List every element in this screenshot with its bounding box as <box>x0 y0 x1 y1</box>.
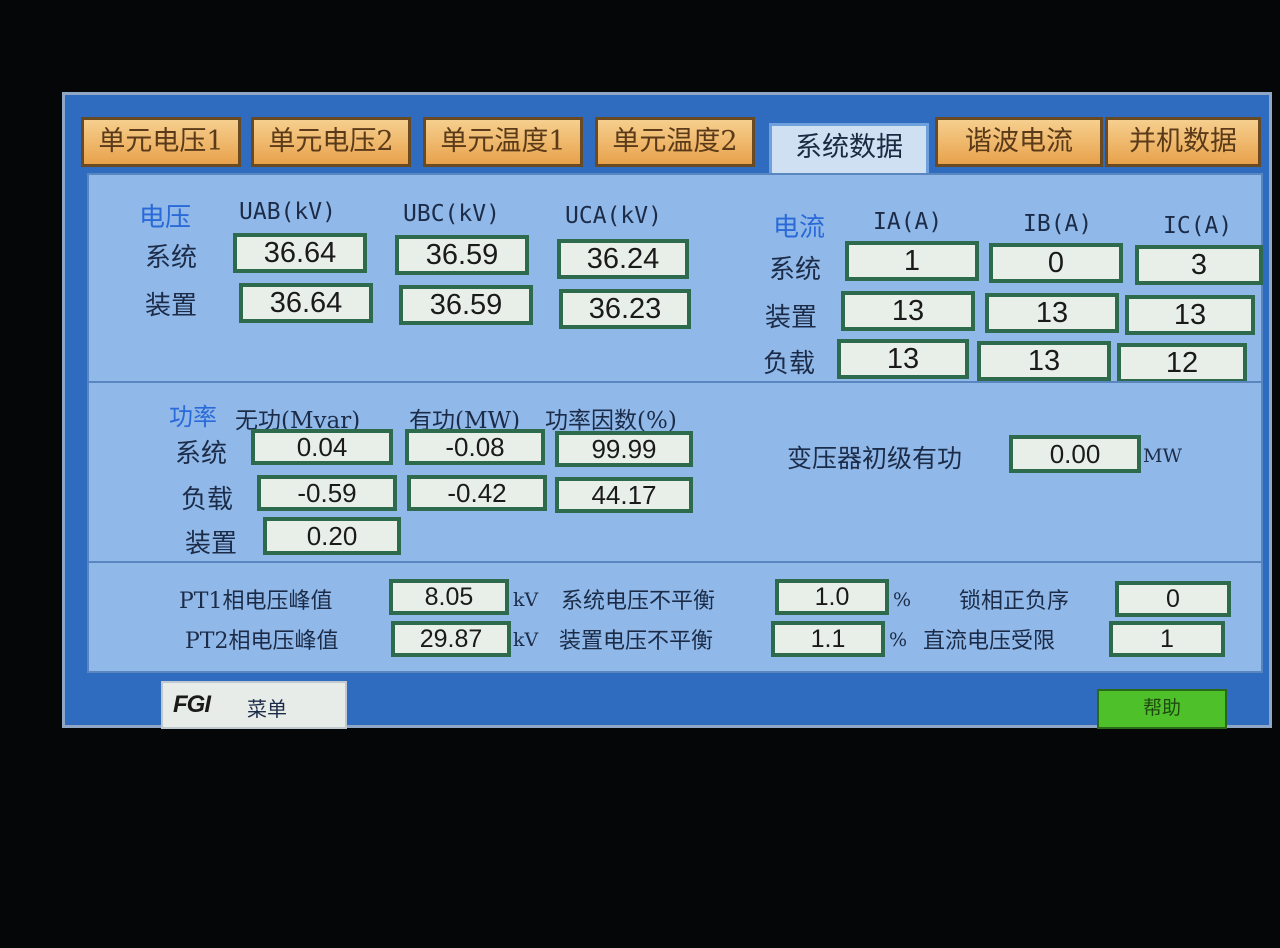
tab-parallel-data[interactable]: 并机数据 <box>1105 117 1261 167</box>
value-active-system: -0.08 <box>405 429 545 465</box>
value-ib-load: 13 <box>977 341 1111 381</box>
dev-unbalance-label: 装置电压不平衡 <box>559 629 714 654</box>
value-pt1: 8.05 <box>389 579 509 615</box>
menu-label: 菜单 <box>247 697 287 721</box>
value-ia-device: 13 <box>841 291 975 331</box>
row-label: 系统 <box>175 439 228 469</box>
value-pf-load: 44.17 <box>555 477 693 513</box>
row-label: 系统 <box>769 255 822 285</box>
value-ic-device: 13 <box>1125 295 1255 335</box>
row-label: 系统 <box>145 243 198 273</box>
voltage-title: 电压 <box>139 203 192 233</box>
system-data-panel: 电压 UAB(kV) UBC(kV) UCA(kV) 系统 装置 36.64 3… <box>87 173 1263 673</box>
unit-label: % <box>893 589 912 611</box>
value-uab-system: 36.64 <box>233 233 367 273</box>
unit-label: kV <box>513 629 539 651</box>
row-label: 负载 <box>763 349 816 379</box>
value-reactive-system: 0.04 <box>251 429 393 465</box>
value-ic-system: 3 <box>1135 245 1263 285</box>
header-uab: UAB(kV) <box>239 199 336 225</box>
value-ubc-system: 36.59 <box>395 235 529 275</box>
value-reactive-device: 0.20 <box>263 517 401 555</box>
phase-lock-label: 锁相正负序 <box>959 589 1070 614</box>
value-uab-device: 36.64 <box>239 283 373 323</box>
value-transformer-active: 0.00 <box>1009 435 1141 473</box>
value-reactive-load: -0.59 <box>257 475 397 511</box>
value-uca-device: 36.23 <box>559 289 691 329</box>
header-ib: IB(A) <box>1023 211 1093 237</box>
pt1-label: PT1相电压峰值 <box>179 589 333 614</box>
value-pf-system: 99.99 <box>555 431 693 467</box>
divider <box>89 381 1261 383</box>
header-pf: 功率因数(%) <box>545 408 677 434</box>
header-uca: UCA(kV) <box>565 203 662 229</box>
value-phase-lock: 0 <box>1115 581 1231 617</box>
tab-unit-voltage-2[interactable]: 单元电压2 <box>251 117 411 167</box>
value-ib-system: 0 <box>989 243 1123 283</box>
value-ic-load: 12 <box>1117 343 1247 383</box>
divider <box>89 561 1261 563</box>
menu-button[interactable]: FGI 菜单 <box>161 681 347 729</box>
header-ubc: UBC(kV) <box>403 201 500 227</box>
row-label: 装置 <box>145 291 198 321</box>
value-ia-system: 1 <box>845 241 979 281</box>
help-button[interactable]: 帮助 <box>1097 689 1227 729</box>
header-ic: IC(A) <box>1163 213 1233 239</box>
value-dev-unbalance: 1.1 <box>771 621 885 657</box>
row-label: 装置 <box>765 303 818 333</box>
hmi-screen: 单元电压1 单元电压2 单元温度1 单元温度2 系统数据 谐波电流 并机数据 电… <box>62 92 1272 729</box>
value-sys-unbalance: 1.0 <box>775 579 889 615</box>
value-ubc-device: 36.59 <box>399 285 533 325</box>
row-label: 负载 <box>181 485 234 515</box>
value-uca-system: 36.24 <box>557 239 689 279</box>
unit-label: kV <box>513 589 539 611</box>
sys-unbalance-label: 系统电压不平衡 <box>561 589 716 614</box>
header-ia: IA(A) <box>873 209 943 235</box>
value-ib-device: 13 <box>985 293 1119 333</box>
tab-unit-temp-1[interactable]: 单元温度1 <box>423 117 583 167</box>
row-label: 装置 <box>185 529 238 559</box>
value-dc-limit: 1 <box>1109 621 1225 657</box>
current-title: 电流 <box>773 213 826 243</box>
tab-unit-temp-2[interactable]: 单元温度2 <box>595 117 755 167</box>
fgi-logo: FGI <box>173 691 211 718</box>
value-pt2: 29.87 <box>391 621 511 657</box>
transformer-label: 变压器初级有功 <box>787 444 963 473</box>
value-ia-load: 13 <box>837 339 969 379</box>
pt2-label: PT2相电压峰值 <box>185 629 339 654</box>
tab-harmonic-current[interactable]: 谐波电流 <box>935 117 1103 167</box>
unit-label: % <box>889 629 908 651</box>
power-title: 功率 <box>169 403 217 431</box>
value-active-load: -0.42 <box>407 475 547 511</box>
unit-label: MW <box>1143 445 1182 467</box>
tab-unit-voltage-1[interactable]: 单元电压1 <box>81 117 241 167</box>
tab-system-data[interactable]: 系统数据 <box>769 123 929 181</box>
dc-limit-label: 直流电压受限 <box>923 629 1056 654</box>
